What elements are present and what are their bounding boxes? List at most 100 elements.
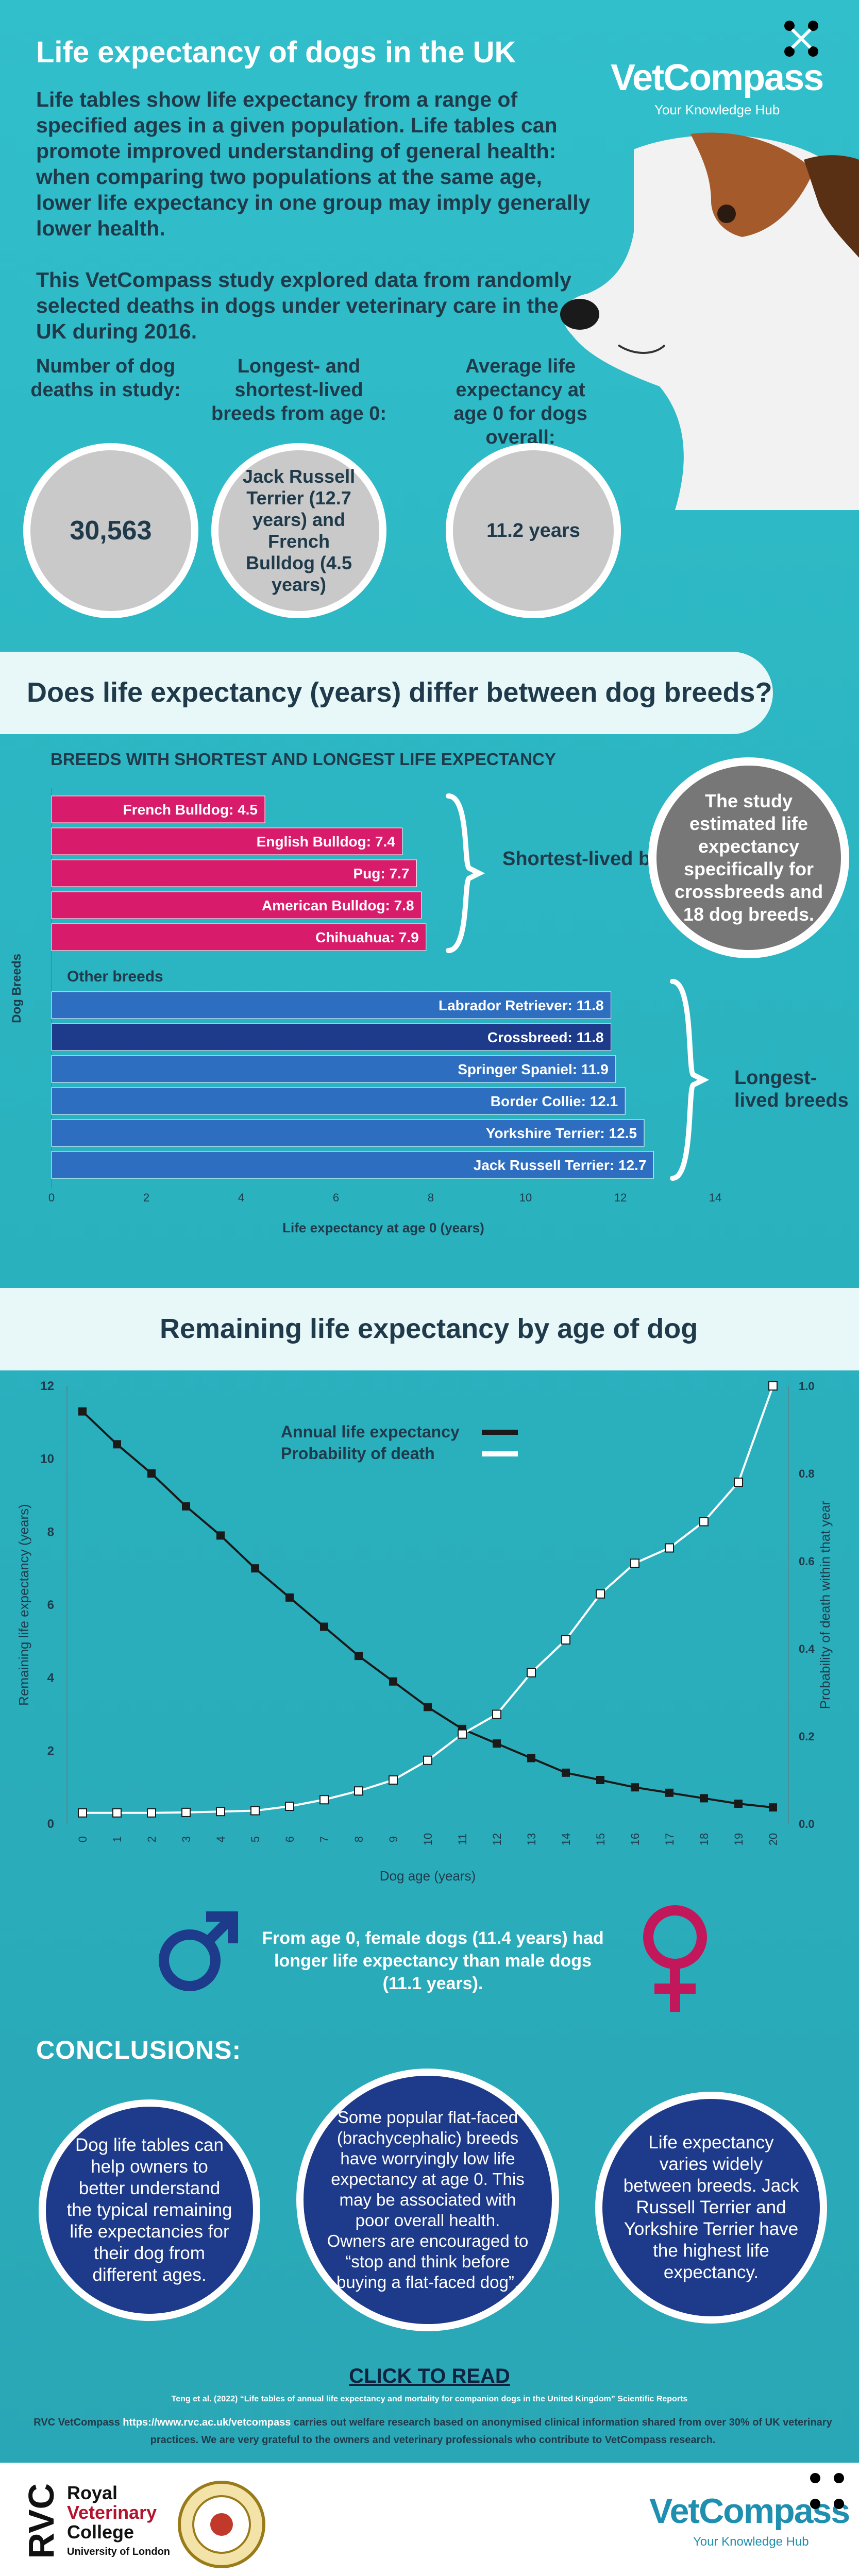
- line-x-tick-13: 13: [525, 1833, 538, 1845]
- series-1-point-3: [182, 1502, 190, 1511]
- series-1-point-9: [389, 1677, 397, 1686]
- bar-1: [51, 795, 265, 823]
- bar-x-tick-8: 8: [428, 1191, 434, 1204]
- bar-3: [51, 859, 417, 887]
- stat-circle-deaths: 30,563: [23, 443, 198, 618]
- line-x-tick-16: 16: [629, 1833, 642, 1845]
- reference-text: Teng et al. (2022) “Life tables of annua…: [171, 2395, 688, 2403]
- line-x-tick-10: 10: [422, 1833, 434, 1845]
- vetcompass-url-link[interactable]: https://www.rvc.ac.uk/vetcompass: [123, 2417, 291, 2428]
- rvc-logo-text: Royal Veterinary College University of L…: [67, 2483, 170, 2562]
- intro-paragraph-1: Life tables show life expectancy from a …: [36, 88, 591, 240]
- footer-bar: RVC Royal Veterinary College University …: [0, 2463, 859, 2576]
- bar-x-tick-2: 2: [143, 1191, 149, 1204]
- rvc-abbr: RVC: [21, 2483, 61, 2559]
- line-y-tick-4: 4: [47, 1671, 55, 1685]
- line-y2-tick-0.0: 0.0: [799, 1818, 815, 1831]
- line-x-tick-12: 12: [491, 1833, 503, 1845]
- series-2-point-12: [492, 1709, 501, 1719]
- footnote-post: carries out welfare research based on an…: [150, 2417, 832, 2446]
- footnote: RVC VetCompass https://www.rvc.ac.uk/vet…: [31, 2414, 835, 2449]
- line-y2-tick-0.4: 0.4: [799, 1642, 815, 1655]
- series-2-point-7: [319, 1795, 329, 1805]
- series-2-point-6: [285, 1802, 294, 1811]
- bar-11: [51, 1151, 654, 1179]
- bar-5: [51, 923, 427, 951]
- bar-label-5: Chihuahua: 7.9: [315, 929, 419, 945]
- bar-label-4: American Bulldog: 7.8: [262, 897, 414, 913]
- series-2-point-0: [78, 1808, 87, 1818]
- series-2-point-10: [423, 1755, 432, 1765]
- page-title: Life expectancy of dogs in the UK: [36, 36, 516, 69]
- bar-x-tick-10: 10: [519, 1191, 532, 1204]
- bar-7: [51, 1023, 612, 1051]
- series-line-1: [81, 1411, 773, 1809]
- line-x-tick-9: 9: [387, 1836, 400, 1842]
- bar-chart-title: BREEDS WITH SHORTEST AND LONGEST LIFE EX…: [50, 750, 556, 769]
- conclusion-circle-2: Some popular flat-faced (brachycephalic)…: [296, 2069, 559, 2331]
- series-1-point-20: [769, 1803, 777, 1812]
- bar-label-6: Labrador Retriever: 11.8: [439, 997, 604, 1013]
- bar-x-tick-4: 4: [238, 1191, 244, 1204]
- line-x-tick-4: 4: [214, 1836, 227, 1842]
- conclusion-text-2: Some popular flat-faced (brachycephalic)…: [327, 2108, 529, 2292]
- series-1-point-1: [113, 1440, 121, 1449]
- line-x-tick-1: 1: [111, 1836, 124, 1842]
- bar-chart-y-axis-label: Dog Breeds: [10, 954, 24, 1023]
- footer-vetcompass-wordmark: VetCompass: [649, 2492, 850, 2531]
- logo-wordmark: VetCompass: [611, 57, 824, 98]
- series-1-point-7: [320, 1622, 328, 1631]
- section-banner-breeds: Does life expectancy (years) differ betw…: [0, 652, 859, 734]
- series-2-point-17: [665, 1543, 674, 1553]
- compass-paw-icon: [784, 21, 818, 57]
- series-2-point-8: [354, 1786, 363, 1796]
- line-x-tick-14: 14: [560, 1833, 572, 1845]
- series-2-point-15: [596, 1589, 605, 1599]
- click-to-read-link[interactable]: CLICK TO READ: [349, 2365, 510, 2387]
- series-1-point-6: [285, 1593, 294, 1602]
- footer-compass-paw-icon: [810, 2473, 844, 2509]
- stat-value-breeds: Jack Russell Terrier (12.7 years) and Fr…: [242, 466, 356, 595]
- bar-9: [51, 1087, 626, 1115]
- series-1-point-8: [355, 1652, 363, 1660]
- series-2-point-13: [527, 1668, 536, 1677]
- bar-x-tick-14: 14: [709, 1191, 721, 1204]
- series-2-point-2: [147, 1808, 156, 1818]
- series-1-point-5: [251, 1564, 259, 1573]
- line-x-tick-17: 17: [663, 1833, 676, 1845]
- line-y-tick-2: 2: [47, 1744, 54, 1758]
- dog-image: [560, 132, 859, 510]
- sex-comparison-text: From age 0, female dogs (11.4 years) had…: [262, 1928, 604, 1993]
- line-x-tick-19: 19: [732, 1833, 745, 1845]
- conclusion-text-3: Life expectancy varies widely between br…: [623, 2132, 799, 2282]
- series-2-point-14: [561, 1635, 570, 1645]
- bar-label-10: Yorkshire Terrier: 12.5: [486, 1125, 637, 1141]
- intro-paragraph-2: This VetCompass study explored data from…: [36, 268, 571, 343]
- breed-bar-chart: Dog Breeds Other breeds French Bulldog: 4.…: [10, 788, 721, 1235]
- logo-tagline: Your Knowledge Hub: [654, 102, 780, 117]
- rvc-line-2: Veterinary: [67, 2502, 157, 2523]
- bar-label-8: Springer Spaniel: 11.9: [458, 1061, 609, 1077]
- bar-x-tick-12: 12: [614, 1191, 627, 1204]
- section-banner-remaining: Remaining life expectancy by age of dog: [0, 1288, 859, 1370]
- series-1-point-2: [147, 1469, 156, 1478]
- bar-2: [51, 827, 403, 855]
- study-note-circle: The study estimated life expectancy spec…: [648, 757, 849, 958]
- series-1-point-18: [700, 1794, 708, 1803]
- line-y-axis-label: Remaining life expectancy (years): [16, 1504, 31, 1706]
- line-y2-tick-0.8: 0.8: [799, 1467, 815, 1480]
- stat-value-average: 11.2 years: [486, 519, 580, 541]
- conclusion-circle-1: Dog life tables can help owners to bette…: [39, 2099, 260, 2321]
- legend-label-1: Annual life expectancy: [281, 1422, 460, 1441]
- male-symbol-icon: [159, 1911, 238, 1991]
- bar-label-3: Pug: 7.7: [353, 866, 409, 882]
- line-x-tick-18: 18: [698, 1833, 711, 1845]
- series-2-point-1: [112, 1808, 122, 1818]
- bar-label-7: Crossbreed: 11.8: [487, 1029, 604, 1045]
- series-1-point-12: [493, 1739, 501, 1748]
- rvc-line-3: College: [67, 2521, 134, 2543]
- line-y2-tick-0.2: 0.2: [799, 1730, 815, 1743]
- series-2-point-5: [250, 1806, 260, 1816]
- series-1-point-15: [596, 1776, 604, 1784]
- stat-value-deaths: 30,563: [70, 516, 152, 546]
